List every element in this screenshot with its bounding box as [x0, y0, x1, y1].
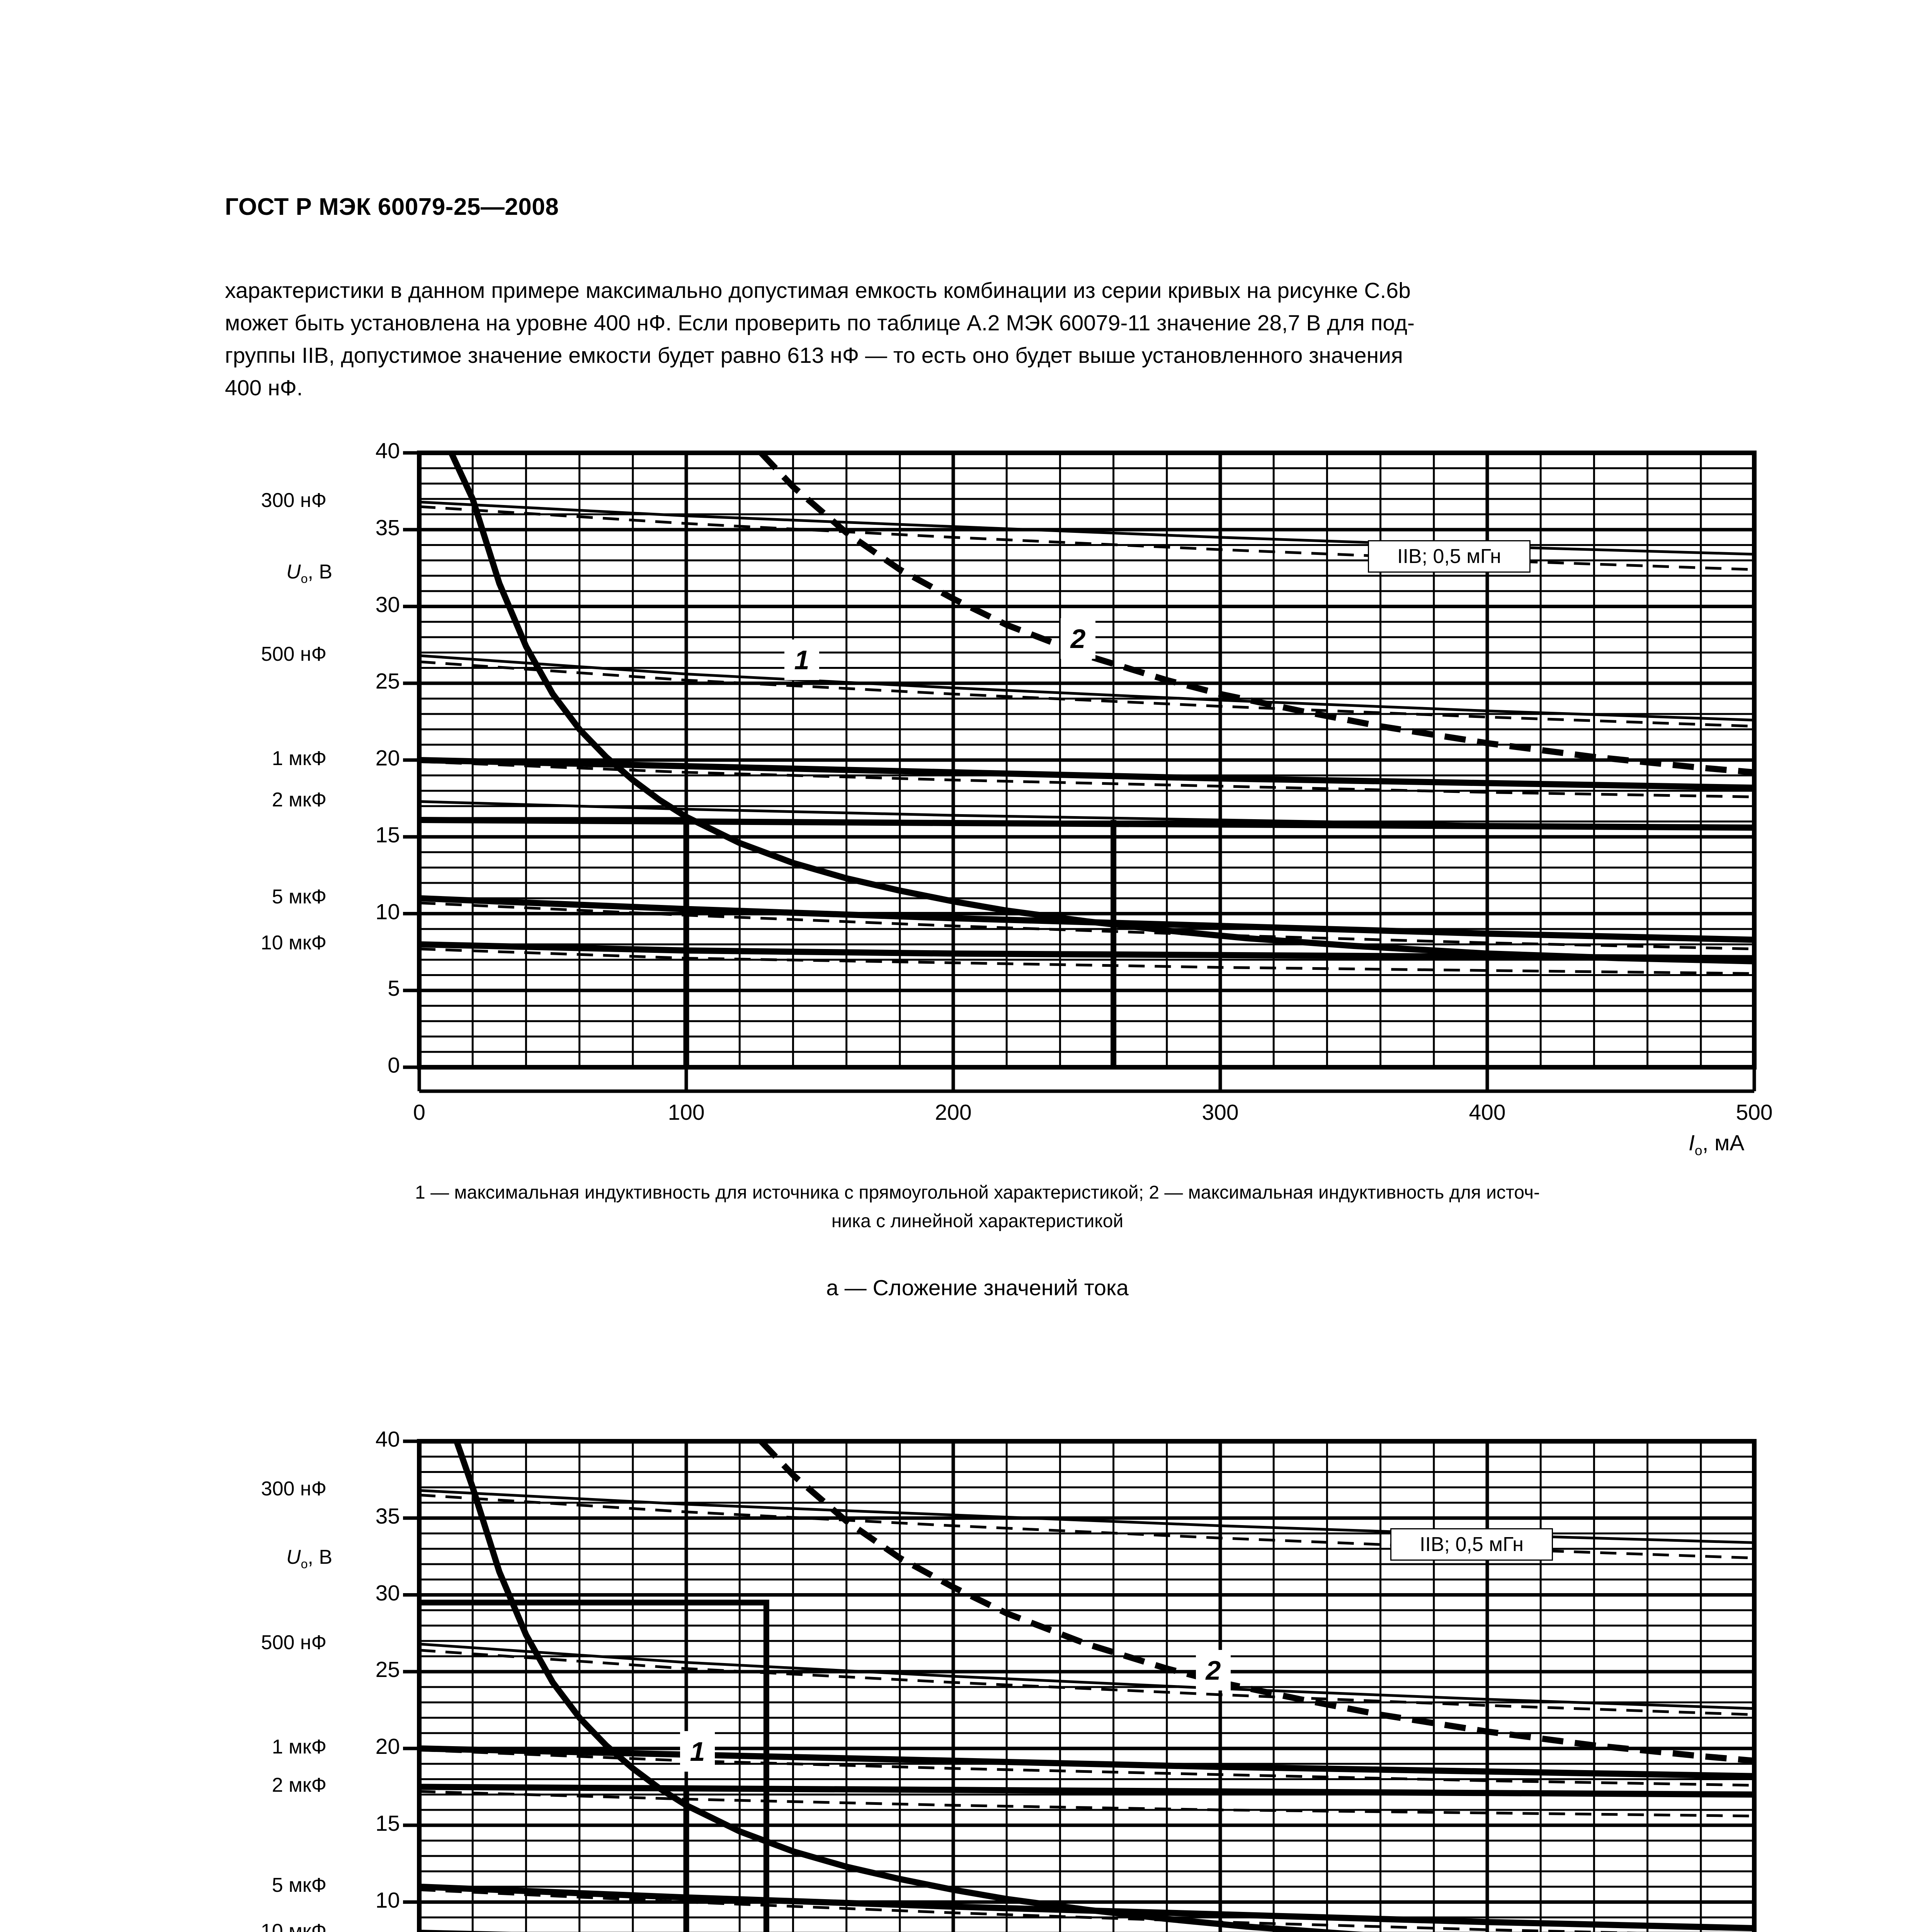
data-series-line	[419, 654, 1755, 722]
grid-lines	[417, 451, 1756, 1069]
data-series-group	[419, 451, 1755, 975]
chart-a-u-unit: , В	[308, 561, 332, 583]
capacitance-label: 5 мкФ	[272, 1874, 327, 1896]
body-paragraph: характеристики в данном примере максимал…	[225, 274, 1774, 404]
paragraph-line-4: 400 нФ.	[225, 376, 303, 400]
capacitance-label: 500 нФ	[261, 1631, 327, 1654]
y-axis-tick-label: 25	[375, 669, 400, 694]
x-axis-tick-label: 300	[1202, 1100, 1239, 1125]
y-axis-tick-label: 25	[375, 1657, 400, 1682]
data-series-line	[419, 1784, 1755, 1798]
y-axis-tick-label: 20	[375, 1734, 400, 1759]
grid-lines	[417, 1439, 1756, 1932]
capacitance-label: 1 мкФ	[272, 747, 327, 770]
capacitance-label: 5 мкФ	[272, 885, 327, 908]
chart-a-i-unit: , мА	[1702, 1131, 1745, 1155]
x-axis-tick-label: 500	[1736, 1100, 1773, 1125]
y-axis-tick-label: 35	[375, 515, 400, 540]
chart-a-legend-box: IIB; 0,5 мГн	[1368, 540, 1531, 573]
data-series-line	[419, 1748, 1755, 1787]
y-axis-tick-label: 30	[375, 1580, 400, 1605]
chart-a-u-symbol: U	[286, 561, 301, 583]
chart-b-curve-1-label: 1	[680, 1731, 715, 1772]
capacitance-label: 2 мкФ	[272, 1774, 327, 1797]
y-axis-tick-label: 15	[375, 1811, 400, 1836]
chart-b-legend-box: IIB; 0,5 мГн	[1390, 1528, 1553, 1561]
capacitance-label: 2 мкФ	[272, 789, 327, 811]
capacitance-label: 10 мкФ	[260, 932, 327, 954]
data-series-line	[419, 1649, 1755, 1716]
chart-a-subtitle: a — Сложение значений тока	[826, 1276, 1129, 1300]
data-series-line	[419, 1790, 1755, 1818]
x-axis-tick-label: 400	[1469, 1100, 1506, 1125]
y-axis-tick-label: 15	[375, 822, 400, 847]
data-series-group	[419, 1439, 1755, 1932]
paragraph-line-3: группы IIB, допустимое значение емкости …	[225, 343, 1403, 368]
data-series-line	[759, 1439, 1755, 1764]
y-axis-tick-label: 35	[375, 1503, 400, 1529]
data-series-line	[419, 947, 1755, 975]
data-series-line	[419, 760, 1755, 798]
chart-a-curve-2-label: 2	[1061, 618, 1095, 659]
chart-a-axis-name: Uo, В	[236, 560, 332, 586]
data-series-line	[419, 901, 1755, 951]
data-series-line	[419, 500, 1755, 556]
chart-a-x-axis-name: Io, мА	[1689, 1130, 1744, 1158]
y-axis-tick-label: 20	[375, 746, 400, 770]
y-axis-tick-label: 40	[375, 1427, 400, 1452]
data-series-line	[448, 451, 1755, 964]
data-series-line	[419, 1883, 1755, 1932]
chart-a-note-line-2: ника с линейной характеристикой	[831, 1211, 1124, 1231]
data-series-line	[419, 757, 1755, 791]
chart-a-legend-label: IIB; 0,5 мГн	[1397, 545, 1501, 568]
paragraph-line-1: характеристики в данном примере максимал…	[225, 278, 1411, 303]
capacitance-label: 300 нФ	[261, 1478, 327, 1500]
capacitance-label: 500 нФ	[261, 643, 327, 665]
chart-b-curve-2-label: 2	[1196, 1650, 1231, 1690]
data-series-line	[759, 451, 1755, 776]
y-axis-tick-label: 10	[375, 899, 400, 924]
construction-box	[419, 817, 689, 1067]
chart-a-i-symbol: I	[1689, 1131, 1695, 1155]
paragraph-line-2: может быть установлена на уровне 400 нФ.…	[225, 311, 1415, 335]
data-series-line	[419, 895, 1755, 943]
y-axis-tick-label: 40	[375, 439, 400, 463]
capacitance-label: 1 мкФ	[272, 1736, 327, 1758]
chart-b-u-subscript: o	[301, 1557, 308, 1571]
chart-b-legend-label: IIB; 0,5 мГн	[1420, 1533, 1524, 1556]
x-axis-tick-label: 0	[413, 1100, 425, 1125]
chart-b-u-symbol: U	[286, 1546, 301, 1568]
construction-box	[419, 1599, 769, 1932]
data-series-line	[419, 1888, 1646, 1932]
chart-a-u-subscript: o	[301, 571, 308, 586]
capacitance-label: 300 нФ	[261, 489, 327, 512]
data-series-line	[419, 941, 1755, 961]
chart-a-curve-1-label: 1	[784, 639, 819, 680]
x-axis-tick-label: 100	[668, 1100, 705, 1125]
data-series-line	[419, 660, 1755, 728]
y-axis-tick-label: 30	[375, 592, 400, 617]
y-axis-tick-label: 10	[375, 1888, 400, 1913]
chart-a-i-subscript: o	[1694, 1143, 1702, 1158]
data-series-line	[419, 505, 1755, 571]
data-series-line	[419, 1643, 1755, 1710]
capacitance-label: 10 мкФ	[260, 1920, 327, 1932]
chart-b-axis-name: Uo, В	[236, 1546, 332, 1571]
standard-header: ГОСТ Р МЭК 60079-25—2008	[225, 194, 559, 220]
data-series-line	[454, 1440, 1367, 1932]
chart-a-note-line-1: 1 — максимальная индуктивность для источ…	[415, 1182, 1540, 1203]
data-series-line	[419, 1745, 1755, 1779]
y-axis-tick-label: 0	[388, 1053, 400, 1078]
y-axis-tick-label: 5	[388, 976, 400, 1001]
x-axis-tick-label: 200	[935, 1100, 972, 1125]
chart-b-u-unit: , В	[308, 1546, 332, 1568]
